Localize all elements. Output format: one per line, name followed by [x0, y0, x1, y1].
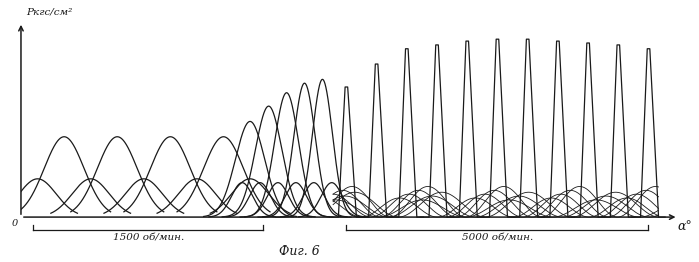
Text: α°: α°: [677, 220, 693, 233]
Text: Pкгс/см²: Pкгс/см²: [27, 7, 73, 16]
Text: 0: 0: [11, 219, 17, 228]
Text: 5000 об/мин.: 5000 об/мин.: [462, 233, 533, 242]
Text: 1500 об/мин.: 1500 об/мин.: [113, 233, 184, 242]
Text: Фиг. 6: Фиг. 6: [280, 245, 320, 258]
